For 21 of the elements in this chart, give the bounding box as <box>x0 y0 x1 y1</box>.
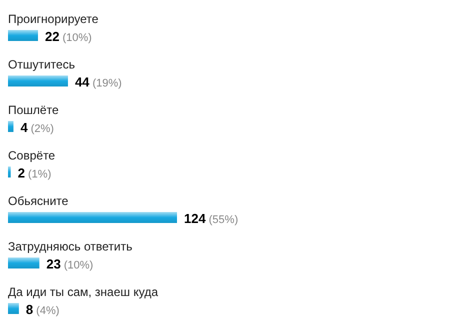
data-label: 44 (19%) <box>74 74 122 90</box>
y-tick-label: Соврёте <box>8 148 56 162</box>
y-tick-label: Отшутитесь <box>8 58 75 72</box>
bar <box>8 76 68 86</box>
data-label: 2 (1%) <box>18 166 52 180</box>
y-tick-label: Затрудняюсь ответить <box>8 240 132 254</box>
bar <box>8 258 40 268</box>
data-label: 8 (4%) <box>26 302 60 317</box>
bar <box>8 121 14 132</box>
y-tick-label: Пошлёте <box>8 103 59 117</box>
bar <box>8 212 177 223</box>
data-label: 124 (55%) <box>184 211 238 226</box>
y-tick-label: Да иди ты сам, знаеш куда <box>8 285 158 299</box>
bar <box>8 166 11 178</box>
data-label: 22 (10%) <box>44 29 92 44</box>
y-tick-label: Проигнорируете <box>8 12 99 26</box>
bar <box>8 303 19 314</box>
data-label: 23 (10%) <box>46 256 94 272</box>
bar <box>8 30 38 41</box>
y-tick-label: Обьясните <box>8 194 69 208</box>
data-label: 4 (2%) <box>20 120 54 135</box>
